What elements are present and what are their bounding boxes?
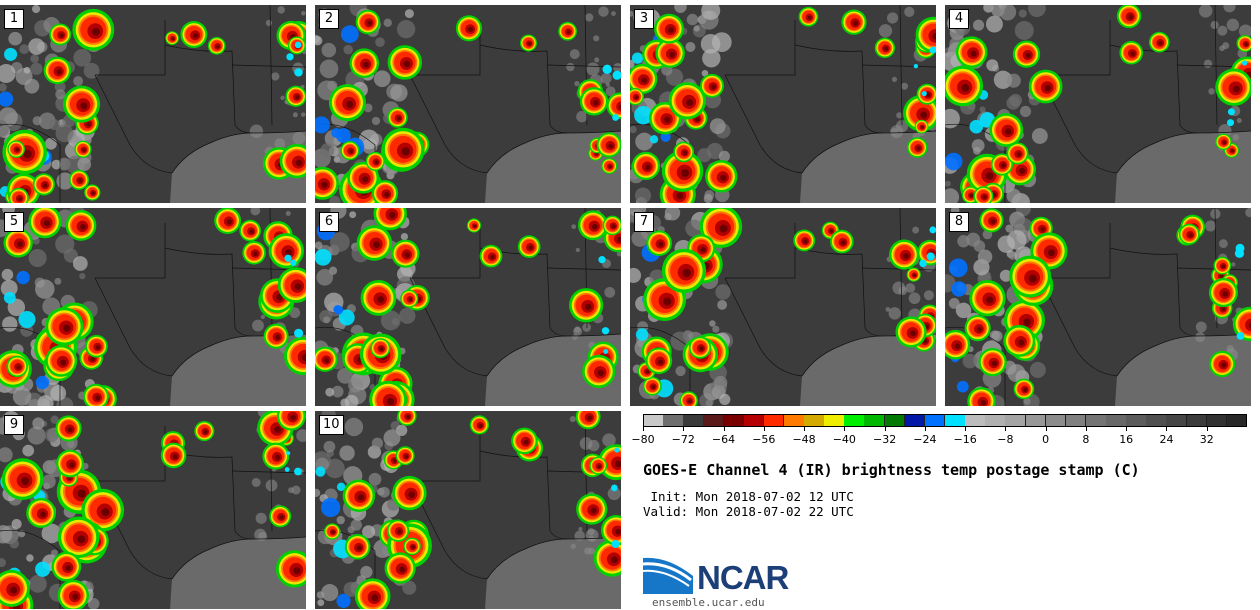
satellite-map — [630, 5, 936, 203]
member-label: 10 — [319, 415, 344, 435]
colorbar-tick-label: 24 — [1159, 433, 1174, 446]
colorbar-tick — [643, 427, 644, 431]
colorbar-swatch — [844, 414, 865, 427]
ensemble-member-panel: 10 — [315, 411, 621, 609]
colorbar-swatch — [1025, 414, 1047, 427]
colorbar-tick-label: −56 — [752, 433, 776, 446]
colorbar-tick-label: −64 — [711, 433, 736, 446]
colorbar-swatch — [1045, 414, 1067, 427]
colorbar-swatch — [1186, 414, 1208, 427]
colorbar-tick-label: −16 — [953, 433, 977, 446]
colorbar-tick — [884, 427, 886, 431]
colorbar-swatch — [965, 414, 986, 427]
ensemble-member-panel: 3 — [630, 5, 936, 203]
colorbar-swatch — [763, 414, 785, 427]
colorbar-tick — [924, 427, 926, 431]
colorbar-tick-label: −8 — [997, 433, 1014, 446]
colorbar-swatch — [1126, 414, 1147, 427]
colorbar: −80 −72 −64 −56 −48 −40 −32 −24 −16 −8 0 8 16 24 32 — [631, 414, 1248, 454]
colorbar-swatch — [783, 414, 805, 427]
colorbar-tick-label: −80 — [631, 433, 655, 446]
colorbar-swatch — [804, 414, 825, 427]
colorbar-tick-label: −72 — [671, 433, 695, 446]
ensemble-member-panel: 5 — [0, 208, 306, 406]
satellite-map — [630, 208, 936, 406]
colorbar-swatch — [1065, 414, 1087, 427]
colorbar-swatch — [1166, 414, 1188, 427]
colorbar-swatch — [683, 414, 704, 427]
colorbar-swatch — [1005, 414, 1027, 427]
ensemble-member-panel: 4 — [945, 5, 1251, 203]
colorbar-swatch — [864, 414, 886, 427]
colorbar-tick-label: 8 — [1082, 433, 1090, 446]
member-label: 6 — [319, 212, 339, 232]
colorbar-swatch — [743, 414, 765, 427]
ensemble-member-panel: 7 — [630, 208, 936, 406]
satellite-map — [0, 411, 306, 609]
member-label: 5 — [4, 212, 24, 232]
colorbar-swatch — [723, 414, 745, 427]
colorbar-swatch — [643, 414, 664, 427]
colorbar-tick — [723, 427, 725, 431]
satellite-map — [315, 411, 621, 609]
colorbar-tick — [804, 427, 806, 431]
member-label: 4 — [949, 9, 969, 29]
ncar-logo-text: NCAR — [697, 559, 789, 596]
ensemble-member-panel: 6 — [315, 208, 621, 406]
colorbar-swatch — [703, 414, 725, 427]
colorbar-swatch — [884, 414, 906, 427]
colorbar-tick — [1206, 427, 1208, 431]
ensemble-member-panel: 8 — [945, 208, 1251, 406]
colorbar-swatch — [1085, 414, 1107, 427]
valid-time: Valid: Mon 2018-07-02 22 UTC — [643, 504, 854, 519]
colorbar-swatch — [1226, 414, 1248, 427]
member-label: 9 — [4, 415, 24, 435]
colorbar-tick — [683, 427, 685, 431]
ncar-logo-icon — [643, 557, 693, 594]
satellite-map — [0, 208, 306, 406]
colorbar-tick — [965, 427, 967, 431]
colorbar-tick-label: −32 — [872, 433, 897, 446]
colorbar-swatch — [824, 414, 845, 427]
init-time: Init: Mon 2018-07-02 12 UTC — [643, 489, 854, 504]
colorbar-swatch — [663, 414, 684, 427]
colorbar-swatch — [985, 414, 1006, 427]
colorbar-tick — [1166, 427, 1168, 431]
ensemble-member-panel: 2 — [315, 5, 621, 203]
member-label: 3 — [634, 9, 654, 29]
colorbar-tick — [763, 427, 765, 431]
colorbar-tick-label: −24 — [913, 433, 937, 446]
colorbar-swatch — [924, 414, 946, 427]
ensemble-member-panel: 1 — [0, 5, 306, 203]
satellite-map — [0, 5, 306, 203]
colorbar-tick-label: −40 — [832, 433, 856, 446]
satellite-map — [945, 208, 1251, 406]
colorbar-swatch — [945, 414, 966, 427]
colorbar-tick — [1005, 427, 1007, 431]
colorbar-tick-label: 0 — [1042, 433, 1050, 446]
colorbar-tick — [844, 427, 846, 431]
member-label: 8 — [949, 212, 969, 232]
colorbar-tick — [1045, 427, 1047, 431]
member-label: 1 — [4, 9, 24, 29]
colorbar-swatch — [1206, 414, 1228, 427]
colorbar-tick-label: 32 — [1199, 433, 1214, 446]
satellite-map — [945, 5, 1251, 203]
colorbar-swatch — [1146, 414, 1167, 427]
colorbar-swatch — [904, 414, 926, 427]
satellite-map — [315, 208, 621, 406]
colorbar-tick — [1085, 427, 1087, 431]
colorbar-tick — [1126, 427, 1128, 431]
logo-url: ensemble.ucar.edu — [652, 596, 765, 609]
colorbar-tick-label: 16 — [1119, 433, 1134, 446]
colorbar-swatch — [1106, 414, 1127, 427]
ensemble-member-panel: 9 — [0, 411, 306, 609]
chart-title: GOES-E Channel 4 (IR) brightness temp po… — [643, 461, 1140, 479]
colorbar-tick-label: −48 — [792, 433, 816, 446]
member-label: 7 — [634, 212, 654, 232]
member-label: 2 — [319, 9, 339, 29]
satellite-map — [315, 5, 621, 203]
